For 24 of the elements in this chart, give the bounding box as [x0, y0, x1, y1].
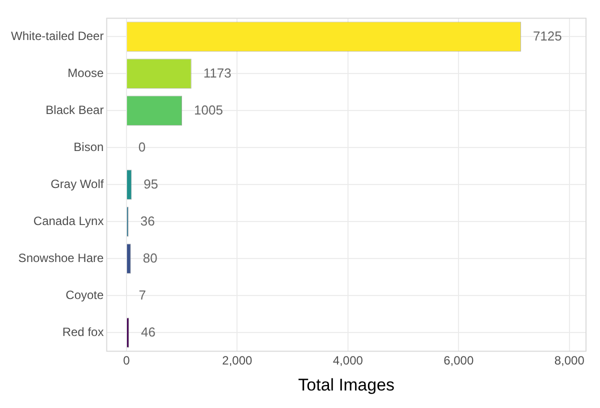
x-axis-title: Total Images [298, 375, 395, 394]
y-tick-label: Black Bear [46, 103, 104, 118]
y-tick-label: Bison [74, 140, 104, 154]
x-tick-label: 4,000 [332, 354, 364, 368]
data-label: 80 [142, 250, 158, 266]
x-tick-label: 6,000 [444, 354, 474, 368]
y-tick-label: Red fox [62, 325, 104, 340]
data-label: 7125 [532, 28, 562, 44]
y-tick-label: Snowshoe Hare [18, 251, 104, 266]
data-label: 0 [138, 139, 146, 154]
y-tick-label: Canada Lynx [33, 214, 104, 228]
data-label: 7 [138, 287, 146, 302]
data-label: 1173 [203, 65, 232, 80]
x-tick-label: 8,000 [554, 354, 585, 368]
data-label: 95 [144, 176, 158, 192]
y-tick-label: Gray Wolf [50, 177, 104, 192]
y-tick-label: Coyote [66, 288, 104, 302]
y-tick-label: White-tailed Deer [11, 29, 104, 44]
x-tick-label: 0 [123, 354, 130, 368]
data-label: 36 [140, 213, 155, 228]
data-label: 1005 [194, 102, 223, 118]
y-tick-label: Moose [68, 66, 104, 80]
x-tick-label: 2,000 [222, 354, 252, 368]
data-label: 46 [140, 324, 156, 340]
